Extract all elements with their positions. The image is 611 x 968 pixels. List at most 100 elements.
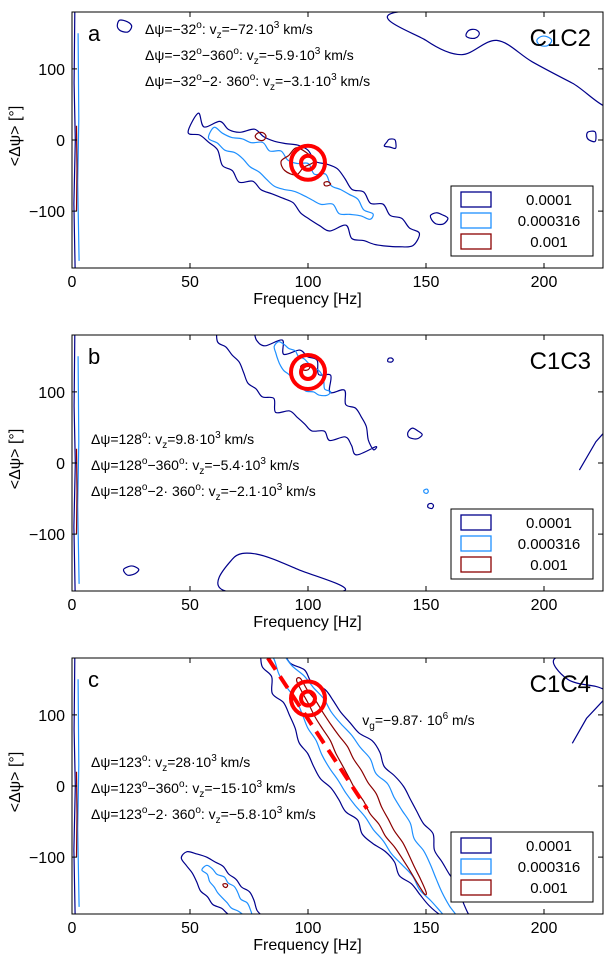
panel-letter: a <box>88 21 101 46</box>
contour-ridge-light <box>272 658 457 914</box>
x-tick-label: 100 <box>295 274 322 291</box>
panel-letter: b <box>88 344 100 369</box>
velocity-annotation: Δψ=−32o: vz=−72·103 km/s <box>145 20 313 41</box>
panel-b: 0 50 100 150 200 100 0 −100 Frequency [Hz] <Δψ> [… <box>7 334 604 631</box>
x-tick-label: 200 <box>531 274 558 291</box>
y-tick-label: −100 <box>29 527 65 544</box>
contour-core-red <box>280 147 315 176</box>
contour-ridge-light <box>207 126 374 220</box>
x-tick-label: 0 <box>68 274 77 291</box>
contour-edge-light <box>77 33 80 261</box>
legend-label: 0.001 <box>530 234 568 251</box>
x-tick-label: 100 <box>295 920 322 937</box>
target-marker-inner <box>299 153 317 172</box>
x-tick-label: 150 <box>413 920 440 937</box>
x-tick-label: 200 <box>531 920 558 937</box>
velocity-annotation: Δψ=128o−2· 360o: vz=−2.1·103 km/s <box>91 482 316 503</box>
contour-core-red <box>254 131 267 142</box>
velocity-annotation: Δψ=123o−360o: vz=−15·103 km/s <box>91 779 296 800</box>
x-tick-label: 50 <box>181 597 199 614</box>
x-axis-label: Frequency [Hz] <box>253 614 361 631</box>
x-tick-label: 0 <box>68 597 77 614</box>
legend-swatch <box>460 514 492 531</box>
contour-lower-light <box>201 864 253 914</box>
legend-swatch <box>460 879 492 896</box>
pair-label: C1C4 <box>530 671 591 698</box>
velocity-annotation: Δψ=123o: vz=28·103 km/s <box>91 753 250 774</box>
contour-ridge-light <box>273 341 332 397</box>
legend-label: 0.001 <box>530 880 568 897</box>
contour-lower-dark <box>180 850 262 914</box>
legend-swatch <box>460 191 492 208</box>
contour-ridge-dark <box>215 335 378 456</box>
target-marker-inner <box>299 689 317 708</box>
panel-letter: c <box>88 667 99 692</box>
contour-edge-red <box>75 448 78 535</box>
y-tick-label: 0 <box>56 779 65 796</box>
legend-label: 0.000316 <box>518 859 581 876</box>
y-tick-label: −100 <box>29 850 65 867</box>
contour-patch-dark <box>552 658 603 690</box>
legend-label: 0.000316 <box>518 213 581 230</box>
target-marker-outer <box>289 679 327 718</box>
legend-swatch <box>460 212 492 229</box>
x-tick-label: 0 <box>68 920 77 937</box>
pair-label: C1C2 <box>530 25 591 52</box>
contour-lower-red <box>222 883 229 889</box>
y-tick-label: 100 <box>38 708 65 725</box>
legend-box <box>450 508 594 580</box>
contour-patch-dark <box>578 432 603 471</box>
velocity-annotation: Δψ=123o−2· 360o: vz=−5.8·103 km/s <box>91 805 316 826</box>
contour-patch-light <box>536 35 553 47</box>
contour-patch-dark <box>383 138 397 150</box>
contour-edge-red <box>75 771 78 858</box>
contour-core-red <box>323 181 332 187</box>
velocity-annotation: Δψ=128o−360o: vz=−5.4·103 km/s <box>91 456 299 477</box>
contour-core-red <box>295 677 427 896</box>
x-axis-label: Frequency [Hz] <box>253 937 361 954</box>
contour-edge-light <box>77 679 80 907</box>
y-tick-label: 100 <box>38 62 65 79</box>
target-marker-outer <box>289 143 327 182</box>
legend-label: 0.0001 <box>526 515 572 532</box>
y-tick-label: 0 <box>56 456 65 473</box>
panel-c: 0 50 100 150 200 100 0 −100 Frequency [Hz] <Δψ> [… <box>7 657 604 954</box>
target-marker-inner <box>299 362 317 381</box>
legend-swatch <box>460 837 492 854</box>
contour-patch-dark <box>217 552 347 591</box>
velocity-annotation: Δψ=128o: vz=9.8·103 km/s <box>91 430 254 451</box>
pair-label: C1C3 <box>530 348 591 375</box>
contour-patch-dark <box>116 19 133 33</box>
x-tick-label: 50 <box>181 274 199 291</box>
contour-patch-dark <box>571 700 603 744</box>
plot-area <box>73 335 603 591</box>
y-axis-label: <Δψ> [°] <box>7 752 24 813</box>
contour-patch-dark <box>586 130 597 143</box>
legend-swatch <box>460 233 492 250</box>
legend: 0.0001 0.000316 0.001 <box>450 508 594 580</box>
x-tick-label: 100 <box>295 597 322 614</box>
contour-patch-light <box>423 488 429 494</box>
legend: 0.0001 0.000316 0.001 <box>450 185 594 257</box>
x-tick-label: 200 <box>531 597 558 614</box>
legend-label: 0.0001 <box>526 838 572 855</box>
legend-label: 0.0001 <box>526 192 572 209</box>
y-tick-label: −100 <box>29 204 65 221</box>
legend-label: 0.000316 <box>518 536 581 553</box>
legend-box <box>450 831 594 903</box>
contour-patch-dark <box>122 565 140 576</box>
y-tick-label: 100 <box>38 385 65 402</box>
target-marker-outer <box>289 352 327 391</box>
contour-ridge-dark <box>187 112 421 248</box>
legend: 0.0001 0.000316 0.001 <box>450 831 594 903</box>
contour-patch-dark <box>386 12 603 106</box>
x-tick-label: 150 <box>413 274 440 291</box>
velocity-annotation: Δψ=−32o−360o: vz=−5.9·103 km/s <box>145 46 354 67</box>
group-velocity-label: vg=−9.87· 106 m/s <box>362 711 474 732</box>
contour-edge-light <box>77 356 80 584</box>
panel-a: 0 50 100 150 200 100 0 −100 Frequency [Hz] <Δψ> [… <box>7 11 604 308</box>
legend-box <box>450 185 594 257</box>
contour-patch-dark <box>465 28 480 40</box>
contour-edge-red <box>75 125 78 212</box>
